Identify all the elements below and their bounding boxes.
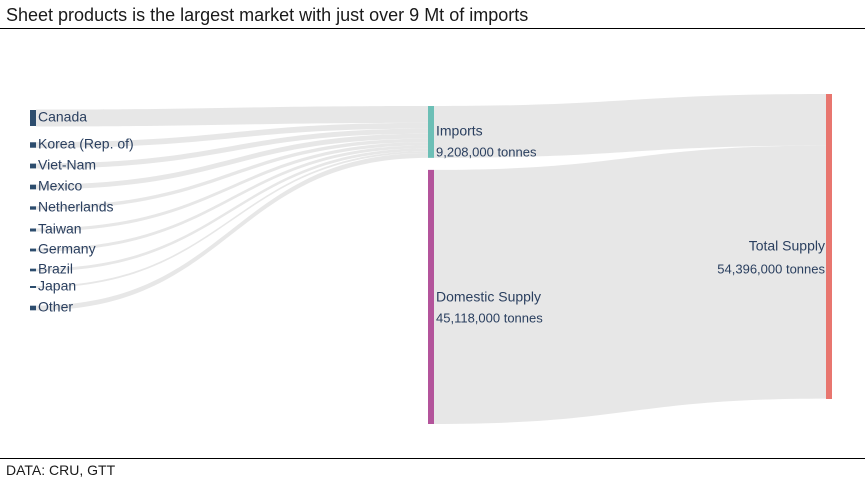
node-imports (428, 106, 434, 158)
flow-links (36, 94, 826, 425)
value-imports: 9,208,000 tonnes (436, 144, 537, 159)
label-taiwan: Taiwan (38, 221, 82, 237)
source-note: DATA: CRU, GTT (6, 462, 116, 478)
flow-link-taiwan (36, 142, 428, 232)
node-mexico (30, 184, 36, 190)
flow-link-vietnam (36, 128, 428, 169)
label-germany: Germany (38, 241, 96, 257)
node-netherlands (30, 206, 36, 210)
flow-link-korea (36, 122, 428, 148)
flow-link-mexico (36, 133, 428, 190)
source-rule (0, 458, 865, 459)
flow-link-germany (36, 145, 428, 252)
flow-link-brazil (36, 148, 428, 272)
label-japan: Japan (38, 278, 76, 294)
node-labels: Canada Korea (Rep. of) Viet-Nam Mexico Nethe… (38, 109, 825, 326)
value-domestic: 45,118,000 tonnes (436, 310, 543, 325)
label-other: Other (38, 299, 73, 315)
title-rule (0, 28, 865, 29)
label-netherlands: Netherlands (38, 199, 114, 215)
node-other (30, 305, 36, 311)
node-canada (30, 110, 36, 126)
flow-link-imports-total (434, 94, 826, 158)
sankey-nodes (30, 94, 832, 424)
label-canada: Canada (38, 109, 87, 125)
flow-link-domestic-total (434, 145, 826, 425)
node-total (826, 94, 832, 399)
flow-link-canada (36, 106, 428, 127)
label-korea: Korea (Rep. of) (38, 136, 134, 152)
node-taiwan (30, 228, 36, 232)
label-total: Total Supply (749, 238, 825, 254)
flow-link-netherlands (36, 138, 428, 210)
node-vietnam (30, 163, 36, 169)
node-japan (30, 286, 36, 288)
label-domestic: Domestic Supply (436, 289, 541, 305)
flow-link-other (36, 152, 428, 311)
flow-link-japan (36, 151, 428, 288)
node-germany (30, 248, 36, 252)
label-imports: Imports (436, 123, 483, 139)
node-brazil (30, 268, 36, 272)
value-total: 54,396,000 tonnes (717, 261, 825, 276)
node-domestic (428, 169, 434, 424)
label-mexico: Mexico (38, 178, 83, 194)
label-vietnam: Viet-Nam (38, 157, 96, 173)
label-brazil: Brazil (38, 261, 73, 277)
node-korea (30, 142, 36, 148)
chart-title: Sheet products is the largest market wit… (6, 5, 529, 25)
